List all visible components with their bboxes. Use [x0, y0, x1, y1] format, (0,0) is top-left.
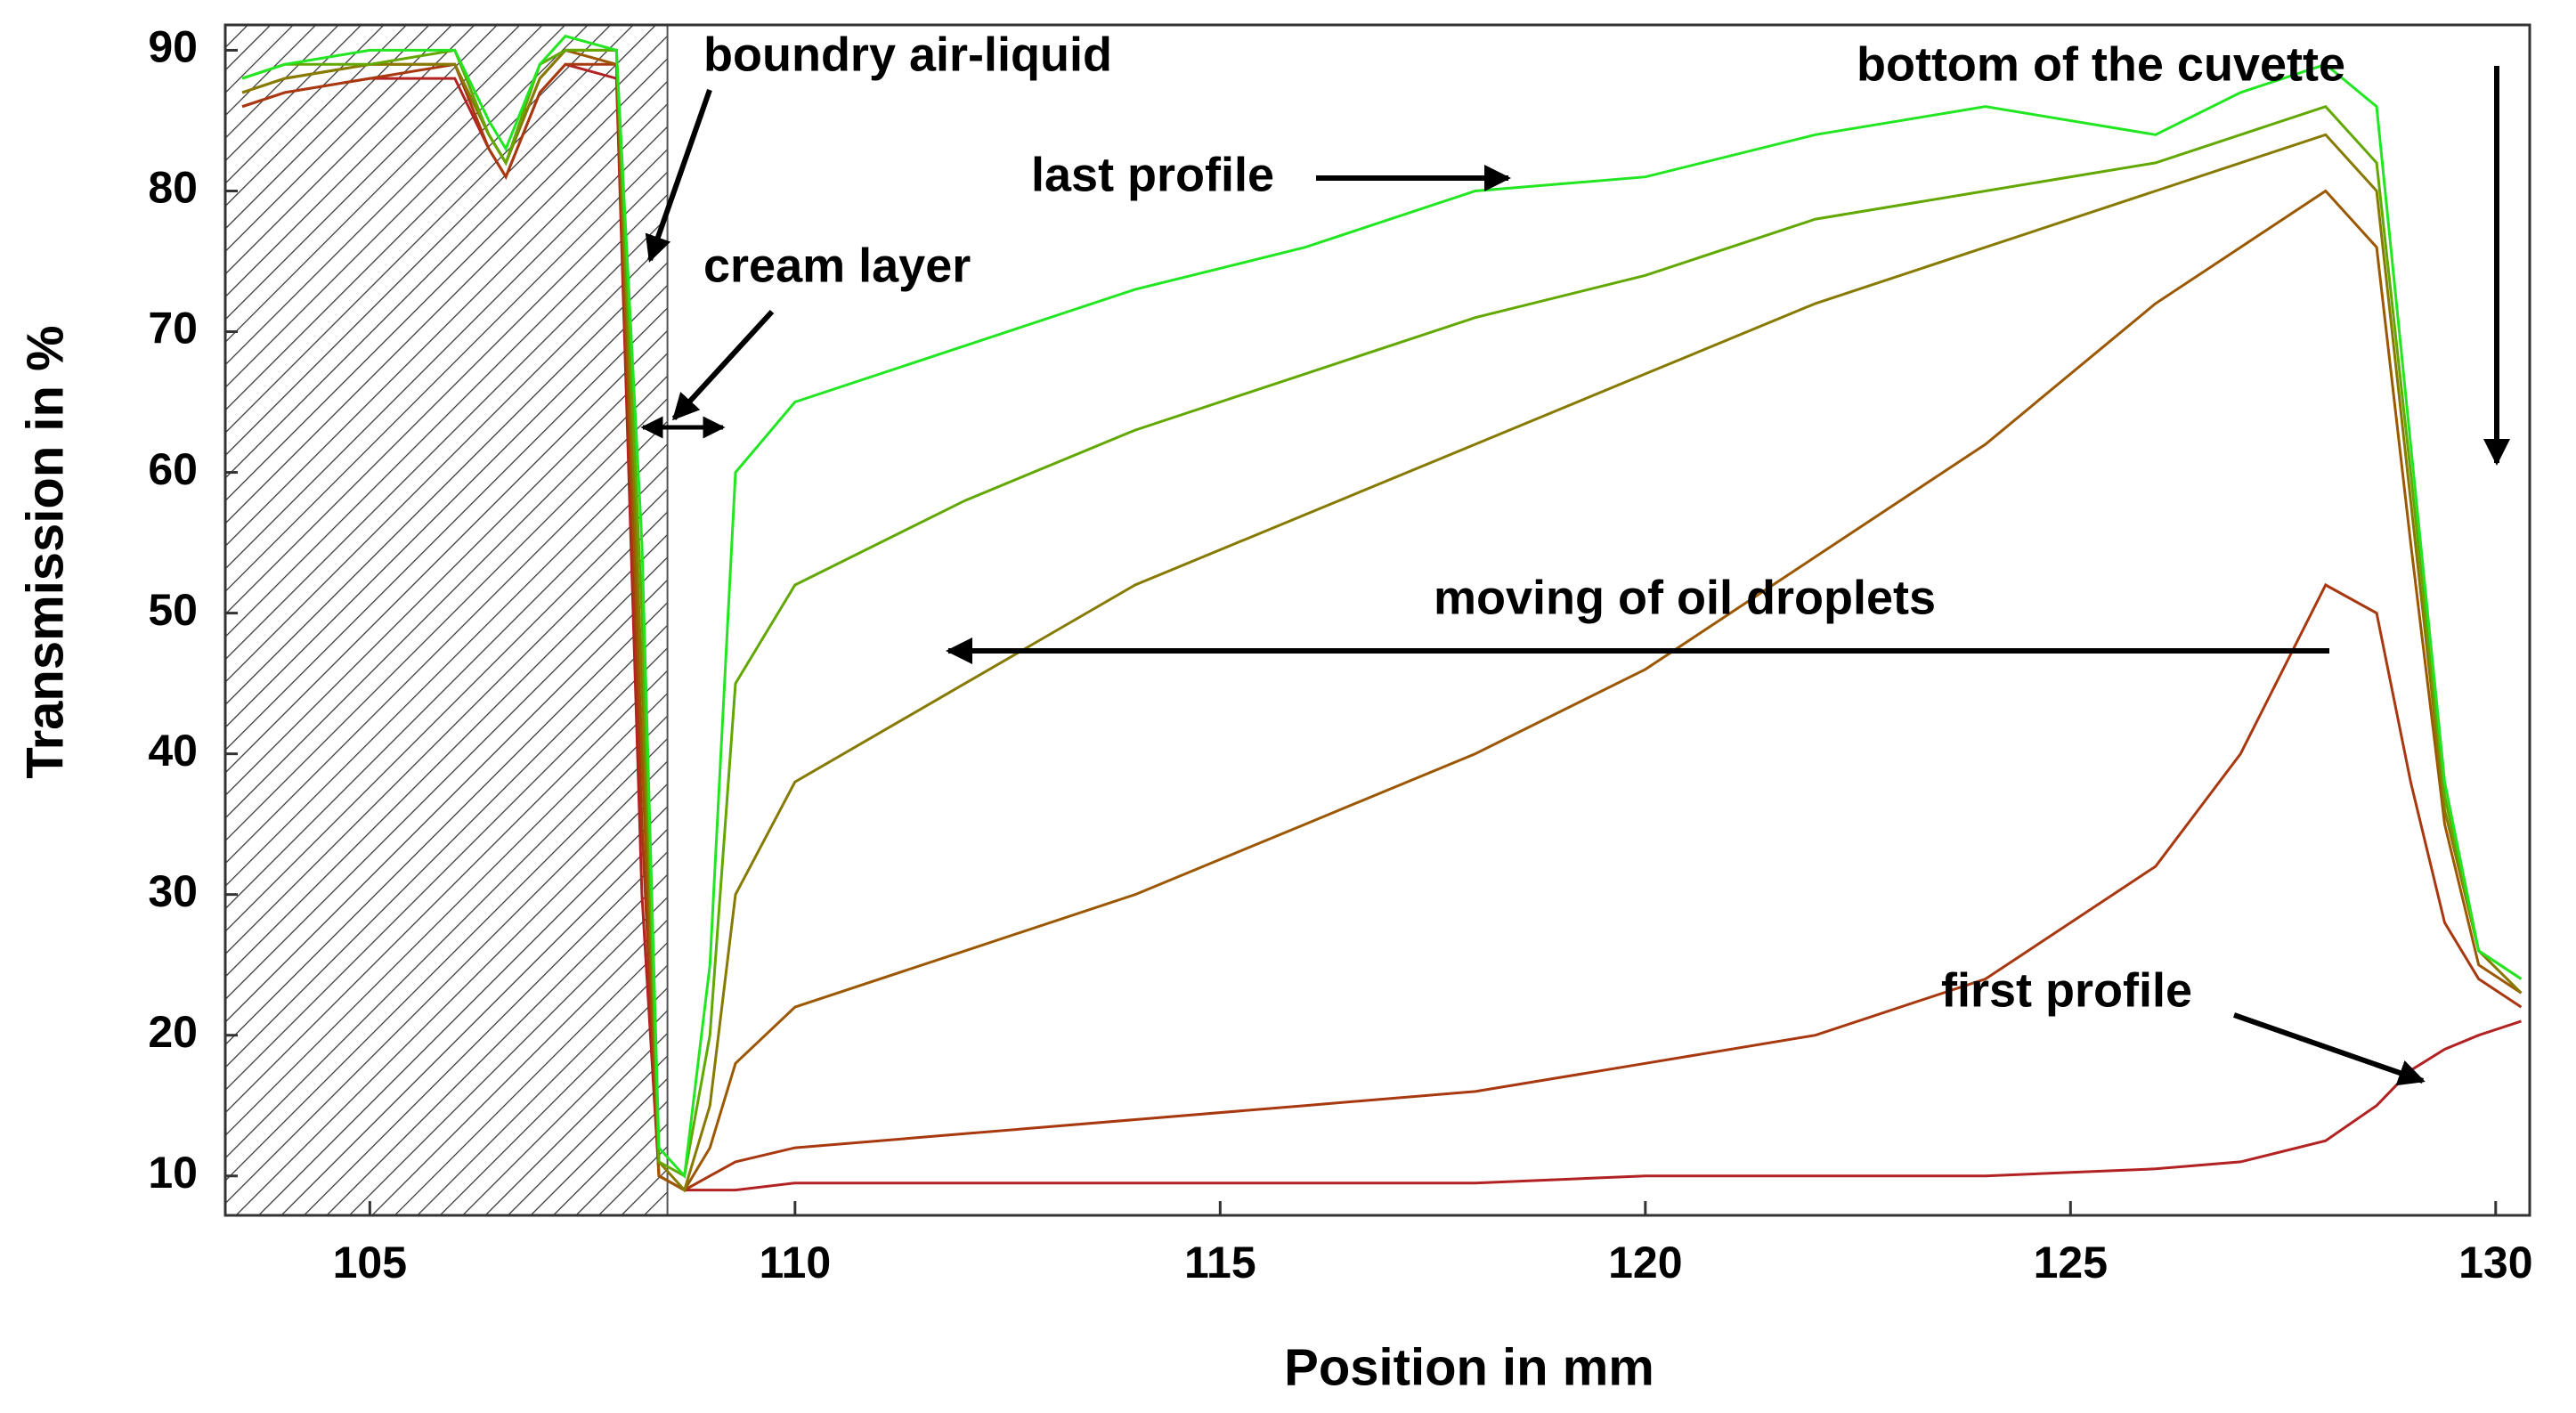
x-axis-title: Position in mm: [1284, 1338, 1654, 1396]
y-axis-title: Transmission in %: [16, 325, 74, 778]
plot-frame: [223, 23, 2531, 1217]
annotation: bottom of the cuvette: [1857, 37, 2345, 91]
annotation-arrow: [645, 89, 712, 263]
y-tick-label: 30: [148, 866, 198, 916]
y-tick-label: 10: [148, 1148, 198, 1198]
x-tick-label: 120: [1608, 1238, 1682, 1287]
hatched-region: [224, 24, 669, 1216]
profile-line: [241, 62, 2523, 1192]
y-tick-label: 80: [148, 163, 198, 213]
y-tick-label: 70: [148, 304, 198, 353]
x-tick-label: 115: [1184, 1238, 1256, 1287]
x-tick-label: 130: [2458, 1238, 2532, 1287]
y-tick-label: 50: [148, 585, 198, 635]
x-tick-label: 125: [2034, 1238, 2108, 1287]
x-tick-label: 110: [760, 1238, 832, 1287]
annotation-arrow: [671, 309, 775, 421]
y-tick-label: 20: [148, 1007, 198, 1057]
annotation: last profile: [1031, 148, 1274, 201]
annotation: boundry air-liquid: [703, 28, 1112, 81]
profile-line: [241, 48, 2523, 1179]
y-tick-label: 60: [148, 444, 198, 494]
x-tick-label: 105: [333, 1238, 407, 1287]
annotation: moving of oil droplets: [1434, 571, 1936, 624]
profile-line: [241, 34, 2523, 1180]
annotation-arrow: [2233, 1012, 2426, 1086]
y-tick-label: 90: [148, 22, 198, 72]
y-tick-label: 40: [148, 726, 198, 776]
annotation: first profile: [1941, 963, 2192, 1017]
annotation: cream layer: [703, 239, 971, 292]
